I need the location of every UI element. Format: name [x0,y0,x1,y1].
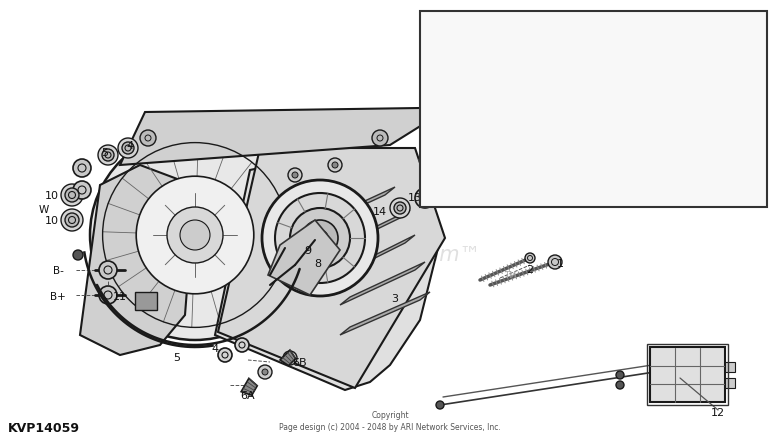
Text: 6A: 6A [241,391,255,401]
Circle shape [390,198,410,218]
Circle shape [73,181,91,199]
Text: 6B: 6B [292,358,307,368]
Circle shape [61,184,83,206]
Circle shape [415,188,435,208]
Text: ARI PartStream™: ARI PartStream™ [300,245,480,265]
Text: W: W [39,205,49,215]
Circle shape [616,381,624,389]
Text: 5: 5 [101,148,108,158]
Circle shape [61,209,83,231]
Circle shape [548,255,562,269]
Polygon shape [268,220,340,295]
Text: TM: TM [504,271,516,280]
Text: 5: 5 [173,353,180,363]
Polygon shape [340,262,425,305]
Polygon shape [330,210,410,252]
Circle shape [288,168,302,182]
Text: 12: 12 [711,408,725,418]
Circle shape [275,193,365,283]
Text: 1: 1 [556,259,563,269]
Circle shape [65,188,79,202]
Circle shape [102,149,114,161]
Circle shape [292,172,298,178]
Circle shape [65,213,79,227]
Circle shape [140,130,156,146]
Circle shape [287,355,293,361]
FancyBboxPatch shape [650,347,725,402]
Circle shape [283,351,297,365]
Text: B-: B- [52,266,63,276]
Text: 10: 10 [45,191,59,201]
FancyBboxPatch shape [725,378,735,388]
Circle shape [436,179,454,197]
Text: 13: 13 [408,193,422,203]
Text: 10: 10 [45,216,59,226]
Text: 9: 9 [304,246,311,256]
Polygon shape [120,108,430,165]
Text: 4: 4 [211,344,218,354]
Circle shape [290,208,350,268]
Text: 11: 11 [113,292,127,302]
Circle shape [525,253,535,263]
Text: 7: 7 [431,146,438,156]
Text: Copyright
Page design (c) 2004 - 2048 by ARI Network Services, Inc.: Copyright Page design (c) 2004 - 2048 by… [279,411,501,432]
Circle shape [136,176,254,294]
Circle shape [616,371,624,379]
FancyBboxPatch shape [420,11,767,207]
Text: 8: 8 [314,259,321,269]
Text: 14: 14 [373,207,387,217]
Circle shape [312,230,328,246]
Circle shape [98,145,118,165]
Text: 2: 2 [526,265,534,275]
Polygon shape [320,187,395,225]
FancyBboxPatch shape [135,292,157,310]
Circle shape [118,138,138,158]
Circle shape [262,180,378,296]
Polygon shape [280,350,296,366]
Polygon shape [80,165,190,355]
Circle shape [180,220,210,250]
Circle shape [99,286,117,304]
Circle shape [473,123,487,137]
FancyBboxPatch shape [725,362,735,372]
Text: B+: B+ [50,292,66,302]
Circle shape [262,369,268,375]
Polygon shape [241,378,257,395]
Text: 4: 4 [126,141,133,151]
Circle shape [394,202,406,214]
Circle shape [73,159,91,177]
Circle shape [258,365,272,379]
Text: KVP14059: KVP14059 [8,422,80,435]
Circle shape [328,158,342,172]
Polygon shape [335,235,415,278]
Polygon shape [215,155,440,390]
Circle shape [302,220,338,256]
Circle shape [167,207,223,263]
Polygon shape [340,292,430,335]
Circle shape [494,122,506,134]
Circle shape [73,250,83,260]
Circle shape [332,162,338,168]
Text: 3: 3 [392,294,399,304]
Circle shape [218,348,232,362]
Circle shape [122,142,134,154]
Circle shape [372,130,388,146]
Circle shape [235,338,249,352]
Circle shape [436,401,444,409]
Circle shape [90,130,300,340]
Circle shape [99,261,117,279]
Polygon shape [218,148,445,388]
